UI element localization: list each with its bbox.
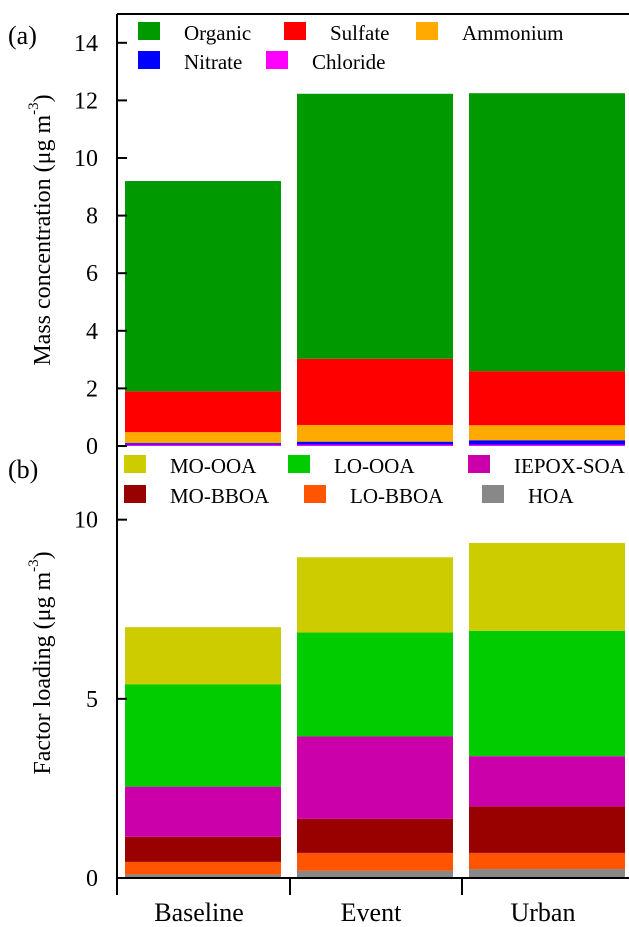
- panel-b-y-axis-label: Factor loading (μg m-3): [26, 551, 56, 774]
- bar-a-urban-ammonium: [469, 425, 625, 441]
- legend-label-b-hoa: HOA: [528, 484, 574, 508]
- panel-b-legend: MO-OOA LO-OOA IEPOX-SOA MO-BBOA LO-BBOA HOA: [124, 454, 626, 508]
- y-tick-label-a-10: 10: [74, 146, 98, 172]
- bar-b-event-iepox-soa: [297, 736, 453, 819]
- bar-a-urban-organic: [469, 93, 625, 372]
- y-tick-label-b-10: 10: [74, 508, 98, 534]
- bar-b-baseline-iepox-soa: [125, 786, 281, 837]
- bar-a-baseline-sulfate: [125, 391, 281, 433]
- bar-b-urban-mo-ooa: [469, 542, 625, 631]
- bar-b-event-lo-ooa: [297, 632, 453, 737]
- legend-label-b-iepox-soa: IEPOX-SOA: [514, 454, 626, 478]
- legend-swatch-b-lo-bboa: [304, 485, 326, 503]
- y-tick-label-a-14: 14: [74, 31, 98, 57]
- legend-swatch-a-sulfate: [284, 22, 306, 40]
- bar-b-urban-hoa: [469, 869, 625, 878]
- legend-swatch-b-lo-ooa: [288, 455, 310, 473]
- bar-a-event-nitrate: [297, 441, 453, 445]
- bar-a-baseline-organic: [125, 181, 281, 392]
- y-tick-label-a-2: 2: [86, 376, 98, 402]
- legend-swatch-b-mo-bboa: [124, 485, 146, 503]
- bar-a-baseline-nitrate: [125, 443, 281, 445]
- legend-label-a-sulfate: Sulfate: [330, 21, 389, 45]
- legend-label-b-mo-ooa: MO-OOA: [170, 454, 257, 478]
- y-tick-label-a-0: 0: [86, 434, 98, 460]
- bar-b-event-hoa: [297, 870, 453, 878]
- panel-b-x-ticks: Baseline Event Urban: [116, 878, 576, 927]
- legend-label-b-mo-bboa: MO-BBOA: [170, 484, 270, 508]
- bar-b-urban-iepox-soa: [469, 756, 625, 807]
- panel-b-y-ticks: 0 5 10: [74, 508, 127, 892]
- legend-label-b-lo-ooa: LO-OOA: [334, 454, 415, 478]
- bar-b-baseline-mo-bboa: [125, 836, 281, 862]
- bar-a-event-organic: [297, 93, 453, 359]
- x-tick-label-baseline: Baseline: [154, 898, 244, 927]
- bar-a-urban-sulfate: [469, 371, 625, 426]
- legend-swatch-a-chloride: [266, 51, 288, 69]
- legend-swatch-a-organic: [138, 22, 160, 40]
- bar-a-urban-chloride: [469, 444, 625, 446]
- bar-b-baseline-lo-bboa: [125, 861, 281, 875]
- bar-b-urban-mo-bboa: [469, 806, 625, 853]
- legend-label-b-lo-bboa: LO-BBOA: [350, 484, 444, 508]
- legend-label-a-chloride: Chloride: [312, 50, 386, 74]
- panel-a-legend: Organic Sulfate Ammonium Nitrate Chloride: [138, 21, 564, 74]
- legend-swatch-a-nitrate: [138, 51, 160, 69]
- legend-swatch-a-ammonium: [416, 22, 438, 40]
- x-tick-label-event: Event: [341, 898, 402, 927]
- panel-b-bars: [125, 542, 625, 878]
- panel-b-label: (b): [8, 455, 38, 484]
- panel-a-label: (a): [8, 21, 37, 50]
- bar-a-urban-nitrate: [469, 440, 625, 445]
- y-tick-label-b-5: 5: [86, 687, 98, 713]
- bar-b-urban-lo-bboa: [469, 852, 625, 870]
- bar-a-event-sulfate: [297, 358, 453, 425]
- bar-b-event-mo-ooa: [297, 557, 453, 633]
- bar-b-baseline-hoa: [125, 874, 281, 878]
- panel-a-bars: [125, 93, 625, 446]
- legend-label-a-ammonium: Ammonium: [462, 21, 564, 45]
- panel-a-y-axis-label: Mass concentration (μg m-3): [26, 94, 56, 365]
- y-tick-label-a-12: 12: [74, 88, 98, 114]
- panel-a-mass-concentration: 0 2 4 6 8 10 12 14 (a) Mass concentration (μg m…: [8, 13, 629, 460]
- bar-b-event-lo-bboa: [297, 852, 453, 871]
- bar-a-event-ammonium: [297, 424, 453, 442]
- legend-swatch-b-iepox-soa: [468, 455, 490, 473]
- legend-swatch-b-hoa: [482, 485, 504, 503]
- bar-a-baseline-ammonium: [125, 432, 281, 444]
- legend-label-a-nitrate: Nitrate: [184, 50, 242, 74]
- bar-a-event-chloride: [297, 444, 453, 446]
- y-tick-label-b-0: 0: [86, 866, 98, 892]
- bar-b-urban-lo-ooa: [469, 630, 625, 757]
- bar-a-baseline-chloride: [125, 444, 281, 446]
- panel-a-y-ticks: 0 2 4 6 8 10 12 14: [74, 31, 127, 460]
- y-tick-label-a-6: 6: [86, 261, 98, 287]
- y-tick-label-a-4: 4: [86, 319, 98, 345]
- x-tick-label-urban: Urban: [511, 898, 576, 927]
- legend-swatch-b-mo-ooa: [124, 455, 146, 473]
- panel-b-factor-loading: 0 5 10 Baseline Event Urban (b) Factor loadi…: [8, 448, 629, 927]
- bar-b-event-mo-bboa: [297, 818, 453, 853]
- bar-b-baseline-lo-ooa: [125, 684, 281, 787]
- y-tick-label-a-8: 8: [86, 204, 98, 230]
- legend-label-a-organic: Organic: [184, 21, 251, 45]
- bar-b-baseline-mo-ooa: [125, 627, 281, 685]
